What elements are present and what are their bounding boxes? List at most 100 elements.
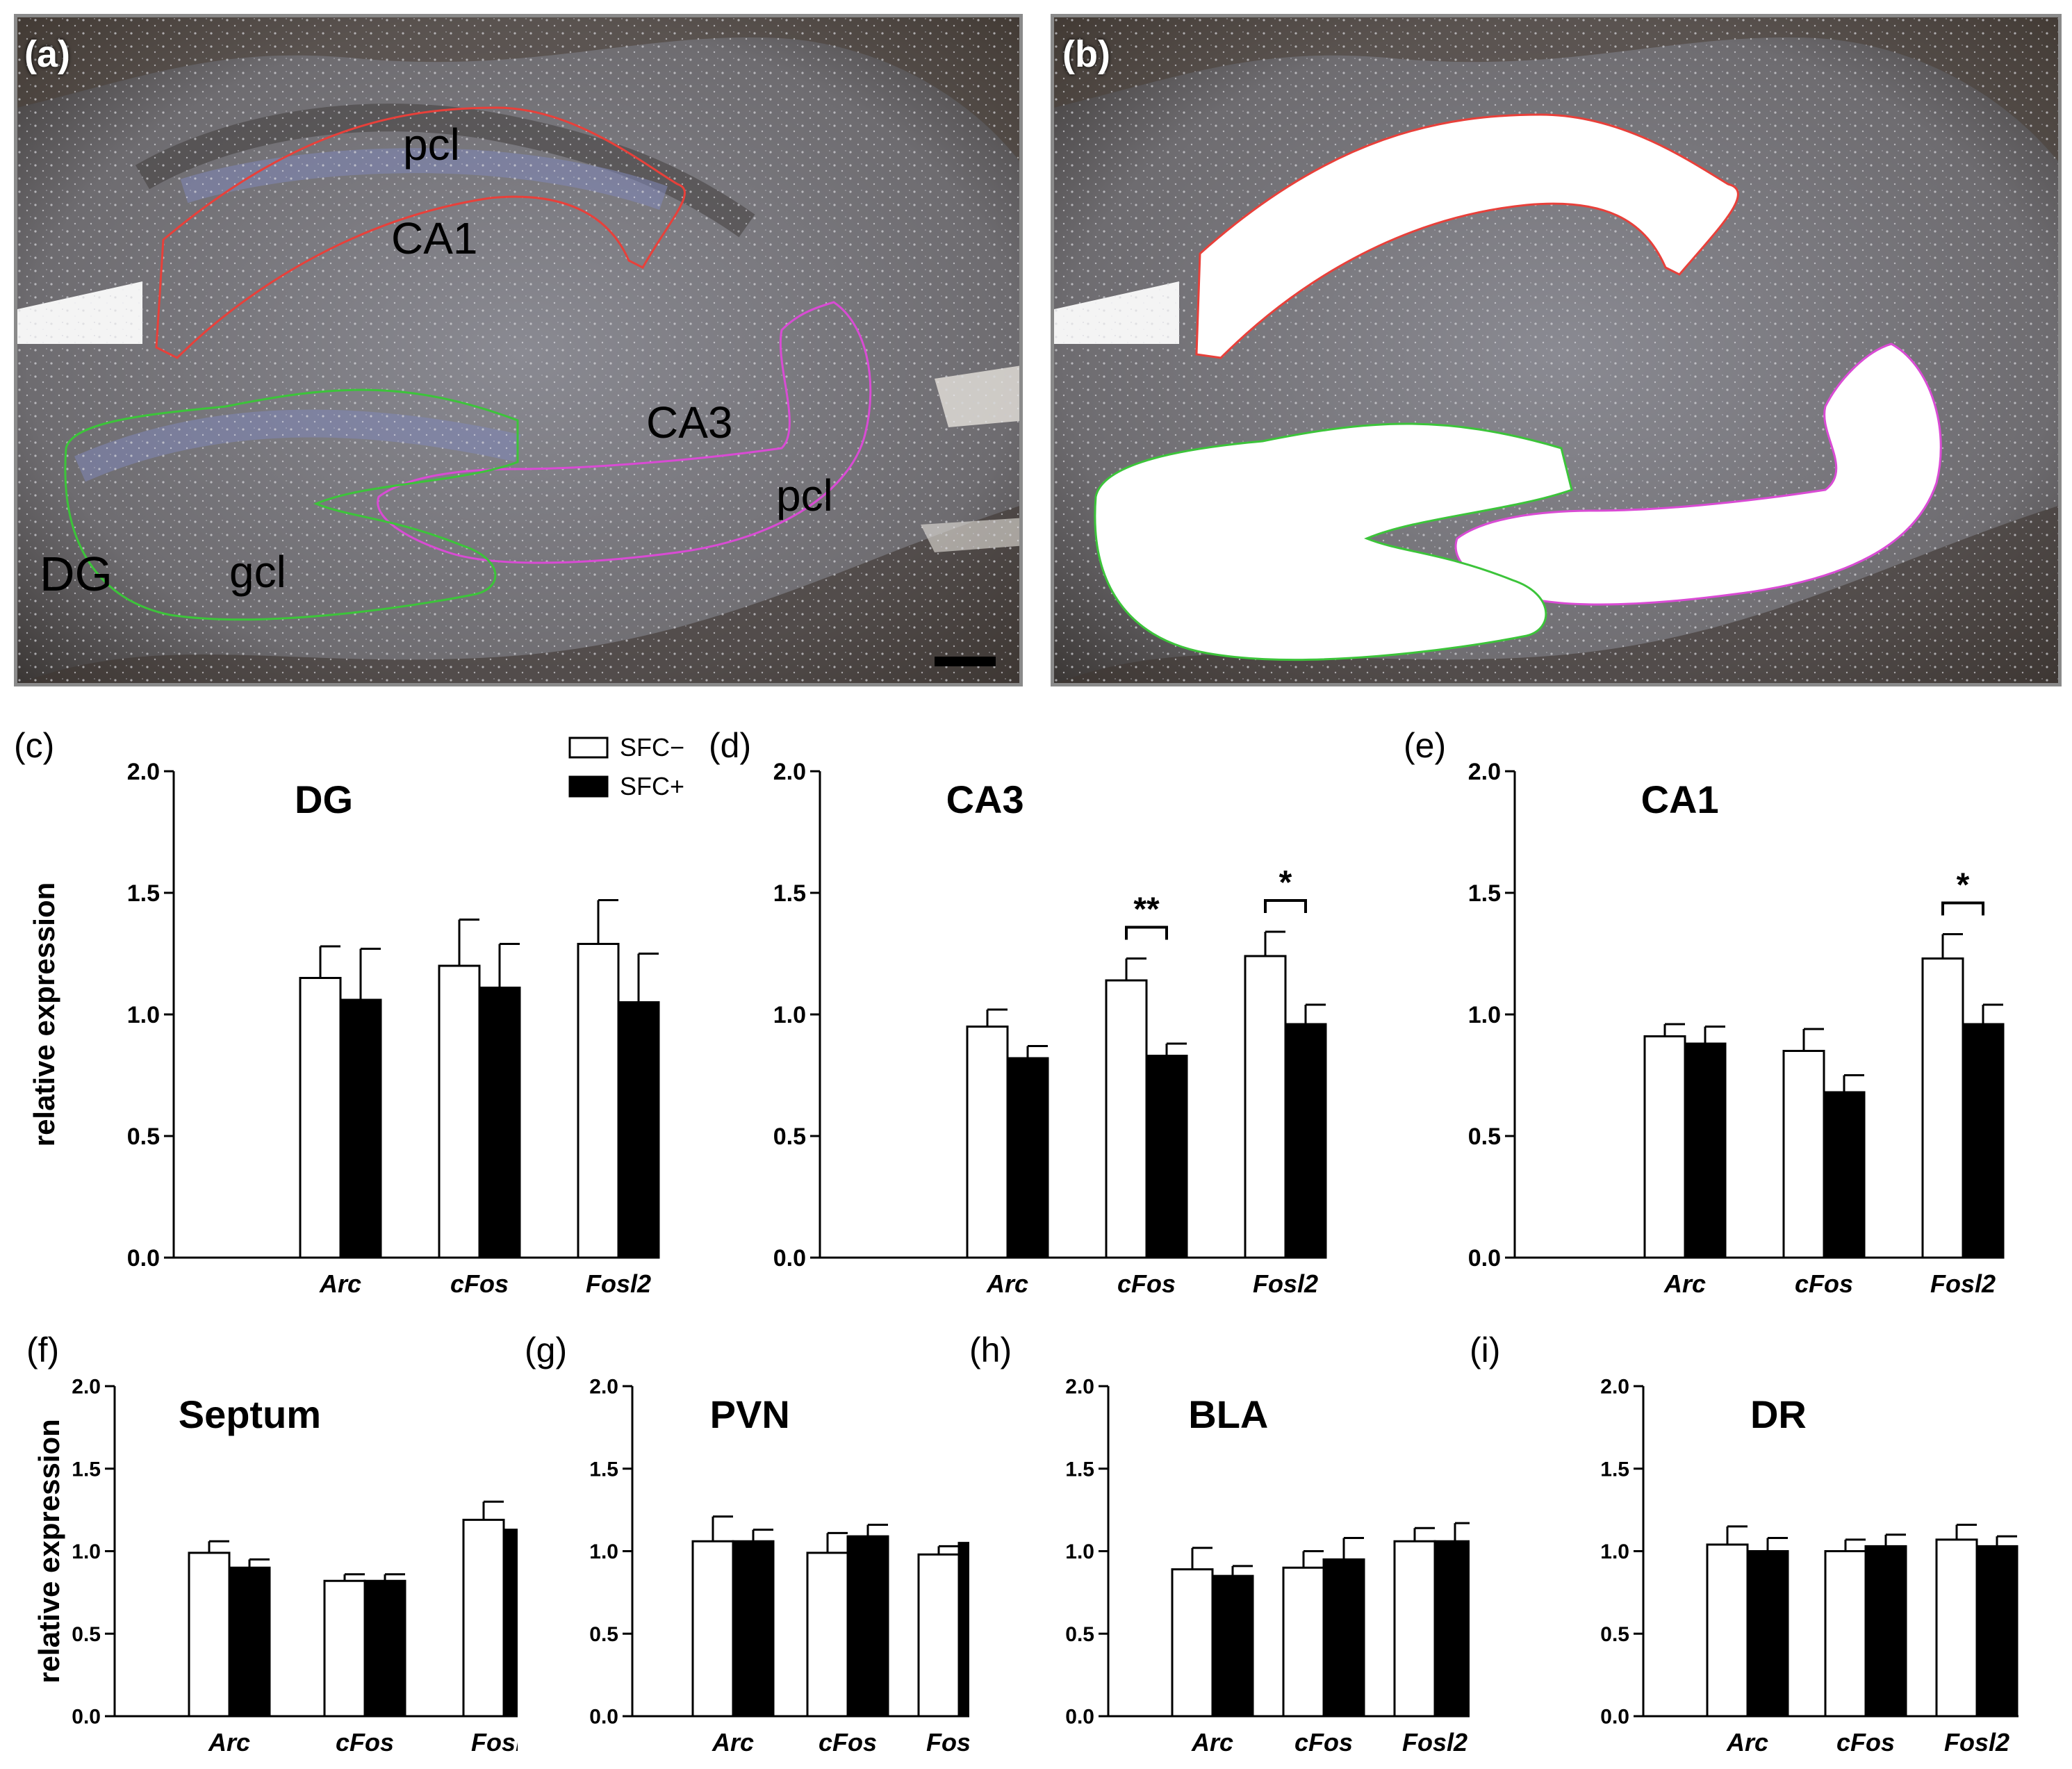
bar [1393, 1540, 1436, 1718]
dg-fill [1094, 422, 1573, 661]
bar [1935, 1538, 1978, 1718]
bar [478, 987, 521, 1259]
bar [1282, 1566, 1325, 1718]
y-tick-label: 1.5 [72, 1458, 101, 1481]
bar [462, 1518, 505, 1718]
bar [438, 964, 481, 1259]
bar [1244, 955, 1287, 1259]
bar [966, 1026, 1009, 1259]
panel-letter-a: (a) [24, 33, 70, 75]
y-tick-label: 2.0 [72, 1376, 101, 1399]
category-label: Arc [208, 1728, 250, 1756]
y-tick-label: 1.5 [1065, 1458, 1094, 1481]
bar [846, 1535, 889, 1718]
chart-dg: (c) DG 0.0 0.5 1.0 1.5 2.0 relative expression A… [14, 726, 684, 1298]
label-gcl: gcl [229, 547, 286, 597]
chart-bla: (h) BLA 0.0 0.5 1.0 1.5 2.0 Arc cFos Fosl2 [969, 1331, 1470, 1756]
significance-label: * [1279, 864, 1292, 901]
label-dg: DG [40, 547, 113, 601]
bar [1006, 1057, 1049, 1259]
y-tick-label: 0.5 [72, 1623, 101, 1646]
micrograph-b: (b) [1051, 14, 2062, 686]
category-label: cFos [1294, 1728, 1353, 1756]
y-tick-label: 0.5 [1468, 1124, 1501, 1150]
y-tick-label: 0.0 [72, 1706, 101, 1729]
bar [1433, 1540, 1470, 1718]
label-ca3: CA3 [646, 397, 733, 447]
hippocampus-image-b [1054, 17, 2058, 683]
chart-title: DG [295, 777, 353, 821]
y-tick-label: 0.0 [1065, 1706, 1094, 1729]
y-tick-label: 2.0 [1065, 1376, 1094, 1399]
bar [299, 977, 342, 1259]
y-tick-label: 2.0 [1468, 759, 1501, 785]
y-tick-label: 0.5 [127, 1124, 160, 1150]
panel-letter-b: (b) [1062, 33, 1110, 75]
bar [617, 1001, 660, 1259]
legend-swatch-sfc-plus [568, 775, 609, 798]
chart-title: BLA [1188, 1392, 1268, 1436]
category-label: cFos [450, 1269, 509, 1298]
category-label: Fosl2 [1930, 1269, 1996, 1298]
y-tick-label: 0.5 [773, 1124, 806, 1150]
category-label: Arc [712, 1728, 754, 1756]
chart-title: DR [1750, 1392, 1807, 1436]
bar [1211, 1574, 1254, 1718]
category-label: Fosl2 [1253, 1269, 1318, 1298]
category-label: Fosl2 [586, 1269, 651, 1298]
y-tick-label: 0.0 [1600, 1706, 1629, 1729]
bar [1824, 1550, 1867, 1718]
y-tick-label: 2.0 [589, 1376, 618, 1399]
y-tick-label: 1.0 [127, 1002, 160, 1028]
y-tick-label: 0.5 [1065, 1623, 1094, 1646]
panel-letter: (f) [26, 1331, 59, 1369]
y-tick-label: 1.0 [1065, 1540, 1094, 1563]
bar [1684, 1042, 1727, 1259]
panel-letter: (c) [14, 726, 54, 765]
category-label: Arc [986, 1269, 1028, 1298]
label-pcl-right: pcl [776, 470, 833, 520]
bar [339, 998, 382, 1259]
bar [1145, 1055, 1188, 1259]
y-axis-label: relative expression [28, 882, 60, 1147]
label-pcl-top: pcl [403, 120, 460, 170]
bar [1643, 1035, 1686, 1259]
legend-label-sfc-plus: SFC+ [620, 772, 684, 800]
panel-letter: (i) [1470, 1331, 1500, 1369]
y-tick-label: 0.5 [1600, 1623, 1629, 1646]
panel-letter: (g) [525, 1331, 567, 1369]
category-label: cFos [1795, 1269, 1853, 1298]
chart-title: Septum [179, 1392, 321, 1436]
y-tick-label: 0.0 [589, 1706, 618, 1729]
category-label: Arc [1191, 1728, 1233, 1756]
legend-swatch-sfc-minus [568, 737, 609, 759]
y-tick-label: 1.5 [1600, 1458, 1629, 1481]
bar [1706, 1543, 1749, 1718]
bar [228, 1566, 271, 1718]
category-label: Arc [319, 1269, 361, 1298]
y-tick-label: 0.0 [1468, 1245, 1501, 1272]
y-tick-label: 1.5 [773, 880, 806, 907]
y-tick-label: 1.5 [127, 880, 160, 907]
category-label: cFos [1117, 1269, 1176, 1298]
category-label: cFos [819, 1728, 877, 1756]
chart-septum: (f) Septum 0.0 0.5 1.0 1.5 2.0 relative express… [26, 1331, 518, 1756]
y-tick-label: 0.5 [589, 1623, 618, 1646]
y-tick-label: 1.0 [1600, 1540, 1629, 1563]
bar [1864, 1545, 1907, 1718]
category-label: Fosl2 [1944, 1728, 2009, 1756]
category-label: Arc [1663, 1269, 1706, 1298]
category-label: Fosl2 [926, 1728, 969, 1756]
bar [1962, 1023, 2005, 1259]
chart-title: PVN [710, 1392, 790, 1436]
bar [1171, 1568, 1214, 1718]
chart-ca1: (e) CA1 0.0 0.5 1.0 1.5 2.0 Arc cFos Fosl2 * [1404, 726, 2005, 1298]
y-tick-label: 0.0 [127, 1245, 160, 1272]
ca3-outline [377, 301, 872, 564]
panel-letter: (e) [1404, 726, 1446, 765]
bar [1284, 1023, 1327, 1259]
chart-title: CA3 [946, 777, 1024, 821]
bar [1782, 1050, 1825, 1259]
chart-dr: (i) DR 0.0 0.5 1.0 1.5 2.0 Arc cFos Fosl2 [1470, 1331, 2018, 1756]
bar [917, 1553, 960, 1718]
